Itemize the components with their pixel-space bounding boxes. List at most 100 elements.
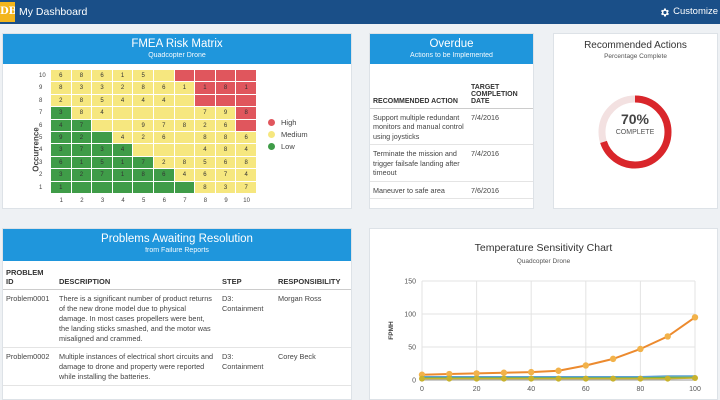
matrix-cell[interactable] [175, 144, 196, 156]
matrix-cell[interactable]: 6 [51, 70, 72, 82]
matrix-cell[interactable]: 6 [154, 132, 175, 144]
matrix-cell[interactable] [236, 95, 257, 107]
matrix-cell[interactable]: 9 [216, 107, 237, 119]
matrix-cell[interactable]: 8 [195, 132, 216, 144]
matrix-cell[interactable]: 6 [154, 169, 175, 181]
matrix-cell[interactable] [154, 144, 175, 156]
matrix-cell[interactable]: 1 [175, 82, 196, 94]
matrix-cell[interactable]: 6 [216, 120, 237, 132]
matrix-cell[interactable] [175, 107, 196, 119]
matrix-cell[interactable]: 1 [113, 169, 134, 181]
matrix-cell[interactable]: 8 [236, 107, 257, 119]
matrix-cell[interactable] [92, 182, 113, 194]
matrix-cell[interactable]: 4 [113, 95, 134, 107]
table-row[interactable]: Support multiple redundant monitors and … [370, 108, 533, 145]
matrix-cell[interactable]: 7 [195, 107, 216, 119]
matrix-cell[interactable]: 9 [133, 120, 154, 132]
matrix-cell[interactable] [175, 70, 196, 82]
matrix-cell[interactable]: 2 [154, 157, 175, 169]
matrix-cell[interactable]: 4 [113, 132, 134, 144]
matrix-cell[interactable]: 6 [195, 169, 216, 181]
matrix-cell[interactable]: 1 [113, 157, 134, 169]
matrix-cell[interactable]: 7 [72, 120, 93, 132]
matrix-cell[interactable]: 7 [92, 169, 113, 181]
matrix-cell[interactable]: 8 [195, 182, 216, 194]
matrix-cell[interactable]: 3 [51, 107, 72, 119]
matrix-cell[interactable]: 8 [175, 157, 196, 169]
col-step[interactable]: STEP [219, 261, 275, 289]
col-target-date[interactable]: TARGET COMPLETION DATE [468, 70, 533, 108]
matrix-cell[interactable]: 7 [216, 169, 237, 181]
matrix-cell[interactable]: 4 [133, 95, 154, 107]
matrix-cell[interactable] [92, 120, 113, 132]
table-row[interactable]: Maneuver to safe area 7/6/2016 [370, 181, 533, 199]
matrix-cell[interactable]: 1 [113, 70, 134, 82]
matrix-cell[interactable] [133, 144, 154, 156]
matrix-cell[interactable] [113, 120, 134, 132]
matrix-cell[interactable]: 8 [216, 144, 237, 156]
matrix-cell[interactable] [195, 70, 216, 82]
matrix-cell[interactable] [175, 182, 196, 194]
matrix-cell[interactable]: 5 [92, 95, 113, 107]
col-description[interactable]: DESCRIPTION [56, 261, 219, 289]
matrix-cell[interactable]: 4 [51, 120, 72, 132]
matrix-cell[interactable] [154, 70, 175, 82]
matrix-cell[interactable]: 2 [133, 132, 154, 144]
matrix-cell[interactable] [216, 95, 237, 107]
matrix-cell[interactable]: 5 [92, 157, 113, 169]
col-problem-id[interactable]: PROBLEM ID [3, 261, 56, 289]
matrix-cell[interactable]: 7 [154, 120, 175, 132]
matrix-cell[interactable]: 6 [92, 70, 113, 82]
matrix-cell[interactable]: 1 [72, 157, 93, 169]
matrix-cell[interactable]: 7 [133, 157, 154, 169]
matrix-cell[interactable]: 3 [92, 144, 113, 156]
col-responsibility[interactable]: RESPONSIBILITY [275, 261, 351, 289]
matrix-cell[interactable]: 8 [72, 95, 93, 107]
col-recommended-action[interactable]: RECOMMENDED ACTION [370, 70, 468, 108]
matrix-cell[interactable] [236, 70, 257, 82]
matrix-cell[interactable]: 5 [195, 157, 216, 169]
matrix-cell[interactable] [133, 182, 154, 194]
matrix-cell[interactable] [236, 120, 257, 132]
matrix-cell[interactable]: 8 [216, 82, 237, 94]
matrix-cell[interactable] [72, 182, 93, 194]
matrix-cell[interactable]: 6 [51, 157, 72, 169]
matrix-cell[interactable] [154, 182, 175, 194]
matrix-cell[interactable]: 1 [236, 82, 257, 94]
matrix-cell[interactable]: 4 [236, 169, 257, 181]
table-row[interactable]: Terminate the mission and trigger failsa… [370, 145, 533, 182]
matrix-cell[interactable]: 8 [216, 132, 237, 144]
matrix-cell[interactable]: 8 [72, 70, 93, 82]
matrix-cell[interactable]: 4 [236, 144, 257, 156]
matrix-cell[interactable]: 6 [216, 157, 237, 169]
matrix-cell[interactable] [195, 95, 216, 107]
matrix-cell[interactable]: 2 [72, 132, 93, 144]
matrix-cell[interactable] [113, 182, 134, 194]
matrix-cell[interactable]: 4 [92, 107, 113, 119]
matrix-cell[interactable]: 7 [72, 144, 93, 156]
matrix-cell[interactable] [92, 132, 113, 144]
matrix-cell[interactable]: 8 [51, 82, 72, 94]
matrix-cell[interactable]: 4 [154, 95, 175, 107]
matrix-cell[interactable]: 8 [236, 157, 257, 169]
customize-button[interactable]: Customize [659, 0, 718, 24]
matrix-cell[interactable] [175, 132, 196, 144]
matrix-cell[interactable]: 2 [72, 169, 93, 181]
matrix-cell[interactable]: 9 [51, 132, 72, 144]
matrix-cell[interactable]: 5 [133, 70, 154, 82]
matrix-cell[interactable]: 4 [195, 144, 216, 156]
matrix-cell[interactable]: 7 [236, 182, 257, 194]
table-row[interactable]: Problem0001 There is a significant number… [3, 289, 351, 347]
matrix-cell[interactable]: 3 [72, 82, 93, 94]
matrix-cell[interactable]: 3 [216, 182, 237, 194]
matrix-cell[interactable] [216, 70, 237, 82]
matrix-cell[interactable]: 1 [195, 82, 216, 94]
matrix-cell[interactable]: 2 [51, 95, 72, 107]
matrix-cell[interactable] [175, 95, 196, 107]
matrix-cell[interactable]: 8 [72, 107, 93, 119]
matrix-cell[interactable]: 8 [133, 169, 154, 181]
matrix-cell[interactable]: 3 [51, 169, 72, 181]
matrix-cell[interactable]: 4 [175, 169, 196, 181]
matrix-cell[interactable]: 4 [113, 144, 134, 156]
matrix-cell[interactable] [154, 107, 175, 119]
